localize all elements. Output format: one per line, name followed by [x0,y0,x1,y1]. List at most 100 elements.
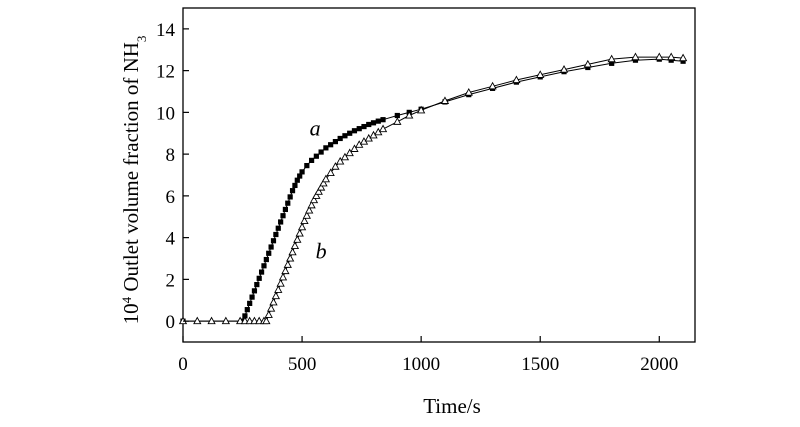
series-b-point [416,105,426,114]
series-a-point [266,250,272,256]
series-b-point [307,200,316,209]
series-b-point [326,168,335,176]
plot-frame [182,7,696,343]
series-a-point [380,117,386,123]
series-a-line [183,58,684,322]
series-a-point [244,307,250,313]
series-a-point [256,275,262,281]
series-a-point [313,153,319,159]
series-a-point [356,126,362,132]
series-b-point [655,52,664,61]
series-a-point [254,281,260,288]
series-b-point [271,291,281,300]
series-a-point [347,130,353,136]
series-a-point [318,149,324,155]
y-tick-label: 14 [156,20,176,41]
series-b-point [193,316,202,325]
plot-border [182,7,696,343]
series-b-point [631,52,640,61]
series-b-point [266,304,276,312]
series-b-point [269,297,278,306]
series-a-point [280,213,286,219]
series-a-point [304,163,310,169]
series-b-point [264,310,273,318]
series-a-point [289,188,296,194]
series-b-point [583,59,592,68]
series-a-point [278,219,284,225]
series-b-point [488,81,497,90]
series-a-point [394,112,400,119]
y-tick-label: 4 [166,229,176,250]
series-b-point [464,88,473,96]
series-b-point [321,174,331,183]
series-a-point [258,269,265,275]
series-b-point [288,247,297,256]
series-a-point [297,173,303,179]
series-b-point [678,53,688,62]
series-b-point [536,70,545,78]
series-a-point [337,135,343,142]
series-b-point [300,216,309,224]
series-b-point [297,222,307,231]
series-a-point [332,139,339,145]
series-a-point [242,313,248,319]
series-a-point [263,256,269,263]
series-b-point [281,266,290,275]
series-b-point [345,148,354,157]
series-b-point [331,162,340,170]
series-b-point [305,205,314,214]
x-tick-label: 1000 [402,354,440,375]
series-b-point [440,96,450,104]
y-tick-label: 8 [166,145,176,166]
series-a-point [299,169,305,175]
series-a-point [285,200,291,206]
series-b-point [559,65,569,73]
series-a-point [370,120,377,126]
series-a-point [680,58,686,64]
series-a-point [247,300,253,306]
y-axis-title: 104 Outlet volume fraction of NH3 [119,36,149,325]
series-b-point [607,54,616,63]
series-a-point [261,263,267,269]
y-tick-label: 6 [166,187,176,208]
series-b-point [278,272,288,281]
series-b-point [309,195,319,204]
series-a-point [342,133,348,139]
series-b-point [221,316,231,325]
series-a-point [275,225,281,231]
series-b-point [286,253,295,262]
series-b-point [340,152,350,161]
series-layer [178,52,688,325]
series-a-point [366,121,372,128]
series-b-point [393,117,402,125]
series-b-point [274,285,283,293]
series-a-point [251,288,258,294]
series-a-point [632,57,639,63]
series-b-point [290,241,300,250]
series-b-point [262,316,271,325]
series-b-point [276,279,285,287]
x-tick-label: 500 [288,354,317,375]
series-a-point [282,206,288,213]
y-tick-label: 0 [166,312,176,333]
series-a-point [668,57,674,63]
series-b-point [302,211,311,219]
series-b-point [512,75,521,84]
series-b-point [405,110,414,119]
series-b-point [319,178,328,187]
ticks-layer: 0 500 1000 1500 2000 0 2 4 6 8 10 12 14 [156,20,678,375]
series-b-point [336,156,345,165]
series-a-point [268,244,274,250]
x-axis-title: Time/s [423,394,481,418]
series-a-point [273,231,279,238]
curve-label-a: a [310,115,321,140]
series-a-point [328,142,334,148]
annotations-layer: ab [310,115,327,263]
curve-label-b: b [316,239,327,264]
series-a-point [294,177,300,183]
x-tick-label: 1500 [521,354,559,375]
series-a-point [375,118,381,124]
x-tick-label: 2000 [640,354,678,375]
series-a-point [351,128,358,134]
